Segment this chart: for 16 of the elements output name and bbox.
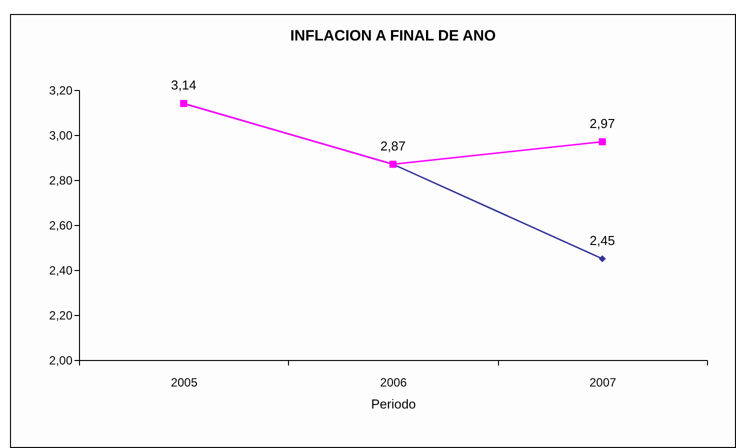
x-tick-label: 2006 [380, 376, 408, 390]
x-tick-label: 2007 [589, 376, 617, 390]
x-axis-title: Periodo [371, 396, 416, 412]
chart-title: INFLACION A FINAL DE ANO [290, 28, 496, 44]
y-tick-label: 2,80 [49, 174, 73, 188]
y-tick-label: 3,20 [49, 84, 73, 98]
x-tick-label: 2005 [170, 376, 198, 390]
data-label: 2,97 [590, 116, 615, 131]
y-tick-label: 2,40 [49, 264, 73, 278]
data-label: 3,14 [171, 78, 196, 92]
data-label: 2,87 [380, 138, 406, 154]
y-tick-label: 3,00 [49, 128, 73, 142]
y-tick-label: 2,20 [49, 308, 73, 322]
data-label: 2,45 [590, 232, 615, 248]
y-tick-label: 2,00 [49, 354, 73, 368]
y-tick-label: 2,60 [49, 218, 73, 232]
